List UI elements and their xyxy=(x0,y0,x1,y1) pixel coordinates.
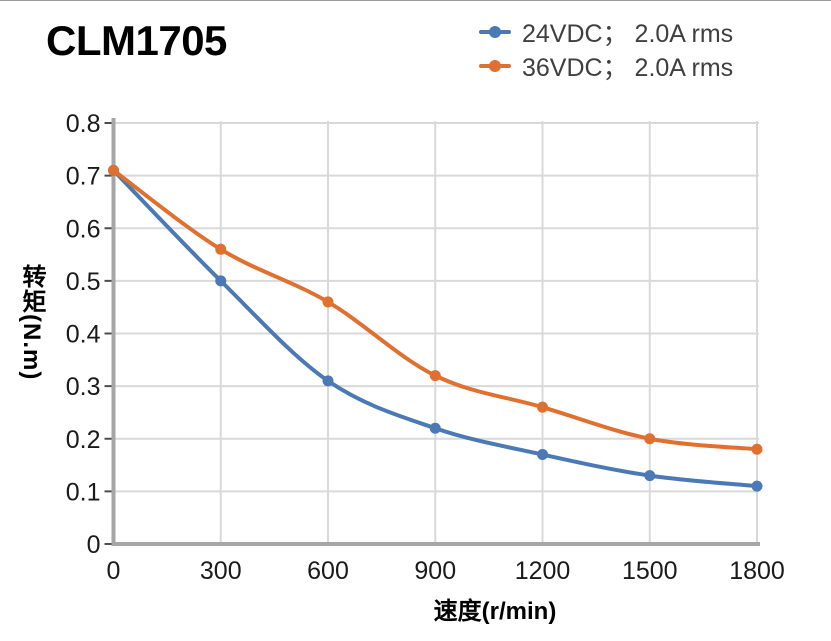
y-tick-label: 0.7 xyxy=(66,163,101,191)
y-tick-label: 0.4 xyxy=(66,321,101,349)
legend-label: 36VDC； 2.0A rms xyxy=(522,53,734,82)
y-tick-label: 0.5 xyxy=(66,268,101,296)
data-point xyxy=(322,296,334,308)
x-tick-label: 600 xyxy=(307,557,349,585)
chart-title: CLM1705 xyxy=(46,17,227,64)
y-tick-label: 0.8 xyxy=(66,110,101,138)
data-point xyxy=(108,164,119,176)
legend-dot-icon xyxy=(489,25,501,38)
legend-dot-icon xyxy=(489,59,501,72)
legend-item-36vdc: 36VDC； 2.0A rms xyxy=(479,49,733,82)
axes xyxy=(104,118,760,546)
series-24vdc xyxy=(108,164,763,492)
gridlines xyxy=(113,121,759,544)
legend-item-24vdc: 24VDC； 2.0A rms xyxy=(479,15,733,48)
y-axis-title: 转矩(N.m) xyxy=(18,264,45,381)
y-tick-label: 0.3 xyxy=(66,373,101,401)
data-point xyxy=(644,470,656,482)
data-point xyxy=(644,433,656,445)
tick-labels: 0 0.1 0.2 0.3 0.4 0.5 0.6 0.7 0.8 0 300 600 900 1200 1… xyxy=(66,110,785,585)
legend-label: 24VDC； 2.0A rms xyxy=(522,19,734,48)
data-point xyxy=(537,401,548,413)
legend: 24VDC； 2.0A rms 36VDC； 2.0A rms xyxy=(479,15,733,82)
y-tick-label: 0 xyxy=(87,531,101,559)
series-36vdc xyxy=(108,164,763,455)
x-axis-title: 速度(r/min) xyxy=(433,598,557,625)
legend-line-marker-icon xyxy=(479,59,511,72)
x-tick-label: 300 xyxy=(200,557,242,585)
data-point xyxy=(751,443,763,455)
data-point xyxy=(537,449,548,461)
x-tick-label: 0 xyxy=(107,557,121,585)
legend-line-marker-icon xyxy=(479,25,511,38)
y-tick-label: 0.6 xyxy=(66,215,101,243)
data-point xyxy=(215,275,227,287)
data-point xyxy=(429,370,441,382)
x-tick-label: 1500 xyxy=(622,557,678,585)
y-tick-label: 0.2 xyxy=(66,426,101,454)
x-tick-label: 1800 xyxy=(729,557,785,585)
data-point xyxy=(751,480,763,492)
x-tick-label: 1200 xyxy=(515,557,571,585)
data-point xyxy=(322,375,334,387)
data-point xyxy=(215,243,227,255)
x-tick-label: 900 xyxy=(414,557,456,585)
data-point xyxy=(429,422,441,434)
y-tick-label: 0.1 xyxy=(66,478,101,506)
